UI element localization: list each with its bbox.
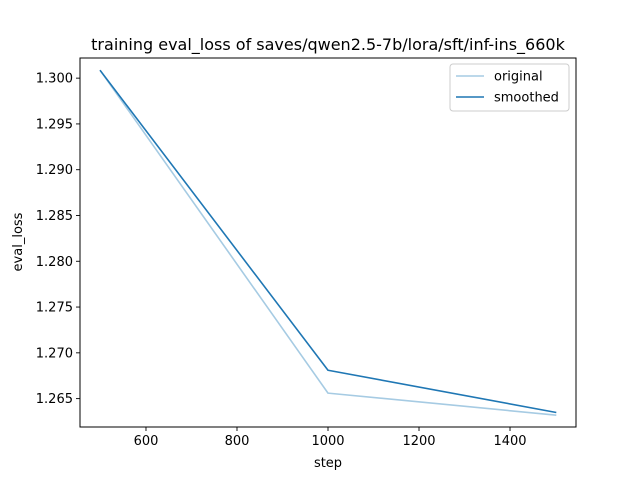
- x-tick-label: 800: [225, 434, 250, 449]
- x-tick-label: 1400: [493, 434, 526, 449]
- x-tick-label: 1200: [402, 434, 435, 449]
- x-axis-ticks: 600 800 1000 1200 1400: [134, 427, 527, 449]
- series-layer: [99, 69, 557, 416]
- y-tick-label: 1.290: [36, 163, 73, 178]
- x-tick-label: 1000: [311, 434, 344, 449]
- legend-label-smoothed: smoothed: [494, 91, 559, 106]
- chart-title: training eval_loss of saves/qwen2.5-7b/l…: [91, 35, 565, 55]
- y-axis-ticks: 1.265 1.270 1.275 1.280 1.285 1.290 1.295 1.300: [36, 72, 80, 407]
- series-line-original: [99, 69, 557, 416]
- legend: original smoothed: [449, 63, 570, 112]
- y-tick-label: 1.285: [36, 209, 73, 224]
- y-tick-label: 1.270: [36, 346, 73, 361]
- y-tick-label: 1.275: [36, 301, 73, 316]
- y-tick-label: 1.280: [36, 255, 73, 270]
- legend-label-original: original: [494, 70, 543, 85]
- y-tick-label: 1.265: [36, 392, 73, 407]
- y-tick-label: 1.300: [36, 72, 73, 87]
- y-axis-label: eval_loss: [11, 212, 26, 271]
- series-line-smoothed: [99, 69, 557, 414]
- x-axis-label: step: [314, 456, 342, 471]
- x-tick-label: 600: [134, 434, 159, 449]
- y-tick-label: 1.295: [36, 117, 73, 132]
